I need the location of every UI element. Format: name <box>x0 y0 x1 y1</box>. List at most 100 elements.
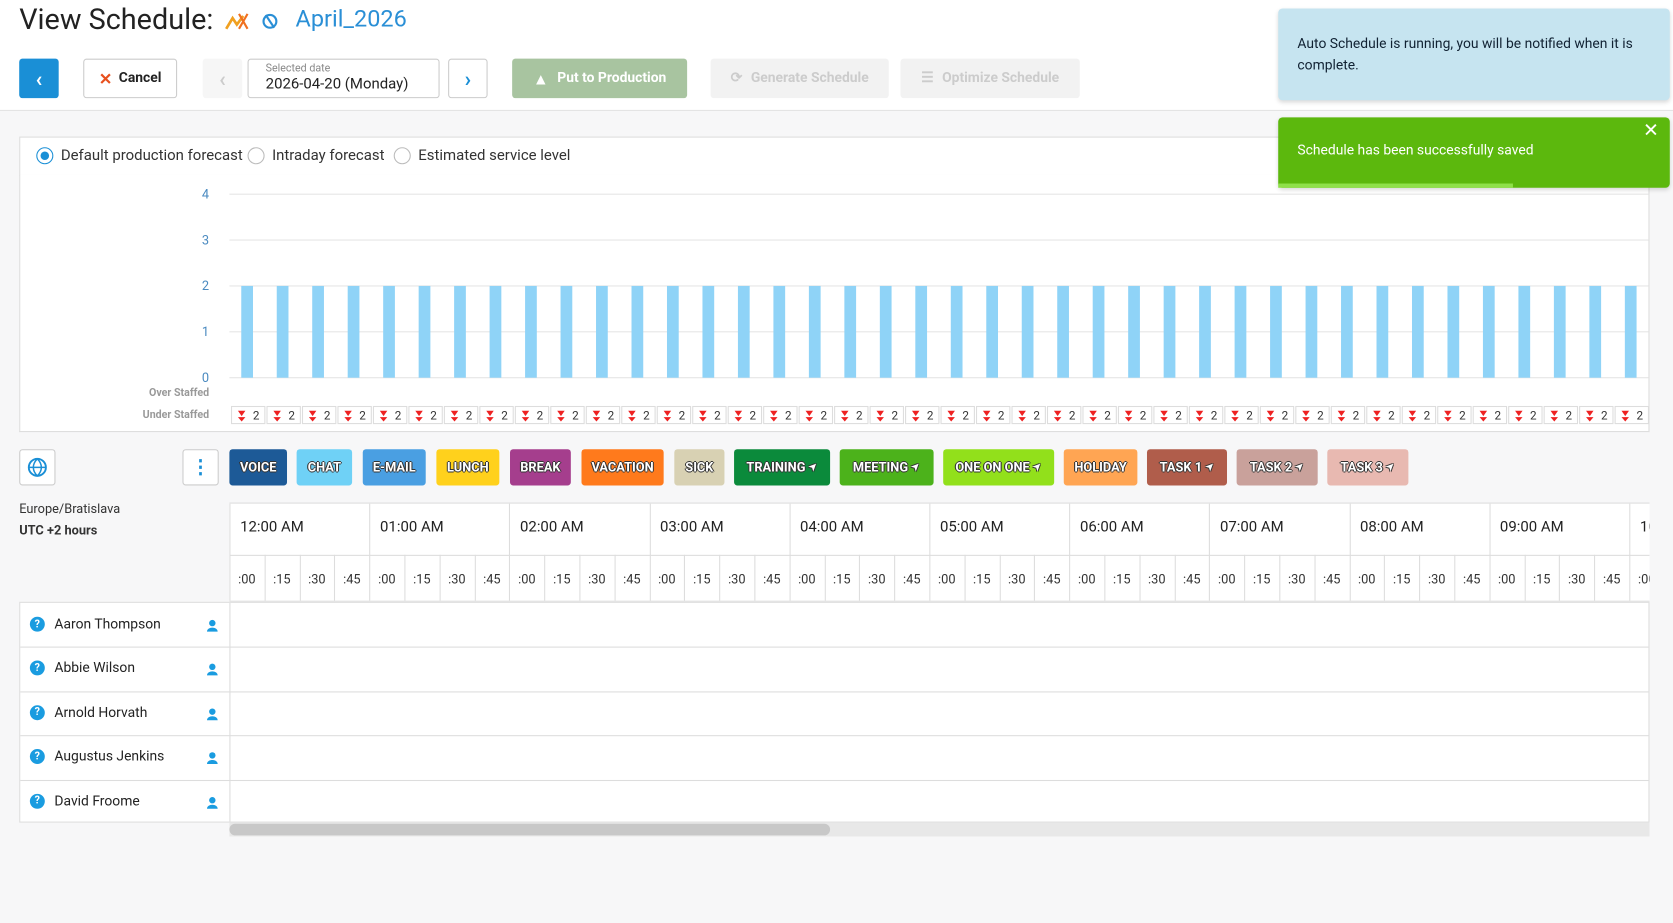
activity-button[interactable]: TRAINING ➤ <box>734 449 831 486</box>
under-staffed-cell: 2 <box>1543 405 1579 425</box>
minute-label: :15 <box>273 571 291 587</box>
back-button[interactable]: ‹ <box>19 58 59 99</box>
toast-close[interactable]: ✕ <box>1643 119 1660 142</box>
info-toast-text: Auto Schedule is running, you will be no… <box>1297 36 1633 74</box>
activity-button[interactable]: TASK 2 ➤ <box>1236 449 1318 486</box>
hour-divider <box>229 503 231 601</box>
slot-divider <box>579 554 581 601</box>
activity-button[interactable]: LUNCH <box>436 449 500 486</box>
cell-box <box>1543 405 1579 425</box>
cancel-button[interactable]: ✕ Cancel <box>83 58 178 99</box>
agent-column-divider <box>229 602 231 822</box>
next-date-button[interactable]: › <box>448 58 488 99</box>
date-picker[interactable]: Selected date 2026-04-20 (Monday) <box>247 58 440 99</box>
under-staffed-value: 2 <box>1246 408 1253 422</box>
date-value: 2026-04-20 (Monday) <box>265 75 409 93</box>
agent-icon[interactable] <box>206 617 219 632</box>
cell-box <box>443 405 479 425</box>
slot-divider <box>1419 554 1421 601</box>
under-arrow <box>379 410 388 422</box>
minute-label: :00 <box>238 571 256 587</box>
under-staffed-value: 2 <box>1033 408 1040 422</box>
cell-box <box>1082 405 1117 425</box>
minute-label: :00 <box>1218 571 1236 587</box>
bar <box>383 285 395 378</box>
put-to-production-button[interactable]: ▲ Put to Production <box>512 58 688 99</box>
activity-button[interactable]: VOICE <box>229 449 288 486</box>
optimize-schedule-button[interactable]: ☰ Optimize Schedule <box>900 58 1080 99</box>
minute-label: :15 <box>1253 571 1271 587</box>
agent-icon[interactable] <box>206 661 219 676</box>
activity-button[interactable]: ONE ON ONE ➤ <box>943 449 1055 486</box>
agent-icon[interactable] <box>206 793 219 809</box>
agent-name[interactable]: Aaron Thompson <box>54 616 161 633</box>
under-staffed-cell: 2 <box>692 405 727 425</box>
cell-box <box>550 405 585 425</box>
under-staffed-value: 2 <box>785 408 792 422</box>
prev-date-button[interactable]: ‹ <box>202 58 243 99</box>
bar <box>276 285 289 378</box>
slot-divider <box>334 554 336 601</box>
activity-label: MEETING <box>852 459 909 475</box>
under-staffed-value: 2 <box>1317 408 1324 422</box>
hour-label: 04:00 AM <box>800 518 864 536</box>
activity-button[interactable]: MEETING ➤ <box>839 449 934 486</box>
generate-schedule-button[interactable]: ⟳ Generate Schedule <box>710 58 889 99</box>
slot-divider <box>754 554 756 601</box>
under-staffed-value: 2 <box>1140 408 1147 422</box>
bar <box>1163 285 1176 378</box>
activity-button[interactable]: CHAT <box>296 449 353 486</box>
schedule-name[interactable]: April_2026 <box>295 6 407 34</box>
activity-button[interactable]: E-MAIL <box>362 449 426 486</box>
under-staffed-value: 2 <box>501 408 508 422</box>
activity-button[interactable]: SICK <box>674 449 725 486</box>
bar <box>1482 285 1495 378</box>
under-staffed-value: 2 <box>891 408 898 422</box>
scrollbar-thumb[interactable] <box>229 823 831 836</box>
under-staffed-value: 2 <box>1104 408 1111 422</box>
minute-label: :15 <box>413 571 431 587</box>
under-staffed-cell: 2 <box>905 405 940 425</box>
under-arrow <box>841 410 849 422</box>
agent-icon[interactable] <box>206 705 219 720</box>
radio-button[interactable] <box>393 147 411 165</box>
under-staffed-value: 2 <box>1424 408 1431 422</box>
under-staffed-cell: 2 <box>1153 405 1188 425</box>
minute-label: :45 <box>483 571 501 587</box>
activity-button[interactable]: VACATION <box>581 449 664 486</box>
agent-icon[interactable] <box>206 749 219 765</box>
under-arrow <box>1479 410 1488 422</box>
hour-divider <box>929 503 931 601</box>
optimize-schedule-label: Optimize Schedule <box>942 70 1060 87</box>
timezone-button[interactable] <box>19 449 56 486</box>
hour-label: 05:00 AM <box>939 518 1004 536</box>
status-icon: ? <box>29 793 45 809</box>
agent-name[interactable]: David Froome <box>54 793 140 810</box>
bar <box>1589 285 1602 378</box>
under-arrow <box>521 410 530 422</box>
under-arrow <box>1195 410 1204 422</box>
status-icon: ? <box>29 749 45 765</box>
cell-box <box>1153 405 1188 425</box>
bar <box>418 285 431 378</box>
bar <box>1411 285 1424 378</box>
slot-divider <box>544 554 546 601</box>
bar <box>1234 285 1247 378</box>
activity-button[interactable]: BREAK <box>510 449 571 486</box>
slot-divider <box>1034 554 1036 601</box>
hour-label: 10:00 AM <box>1639 518 1650 536</box>
agent-name[interactable]: Arnold Horvath <box>54 705 148 722</box>
staffing-chart: 0 1 2 3 4 Over Staffed Under Staffed 2 2 2 2 2 2 2 2 2 2… <box>143 187 1649 425</box>
radio-button[interactable] <box>247 147 265 165</box>
agent-name[interactable]: Abbie Wilson <box>54 660 136 677</box>
activity-button[interactable]: TASK 1 ➤ <box>1146 449 1228 486</box>
hour-divider <box>509 503 511 601</box>
under-staffed-value: 2 <box>1069 408 1076 422</box>
more-button[interactable]: ⋮ <box>182 449 219 486</box>
activity-button[interactable]: HOLIDAY <box>1063 449 1138 486</box>
under-arrow <box>1089 410 1097 422</box>
agent-name[interactable]: Augustus Jenkins <box>54 749 165 766</box>
hour-label: 02:00 AM <box>520 518 584 536</box>
activity-button[interactable]: TASK 3 ➤ <box>1327 449 1409 486</box>
